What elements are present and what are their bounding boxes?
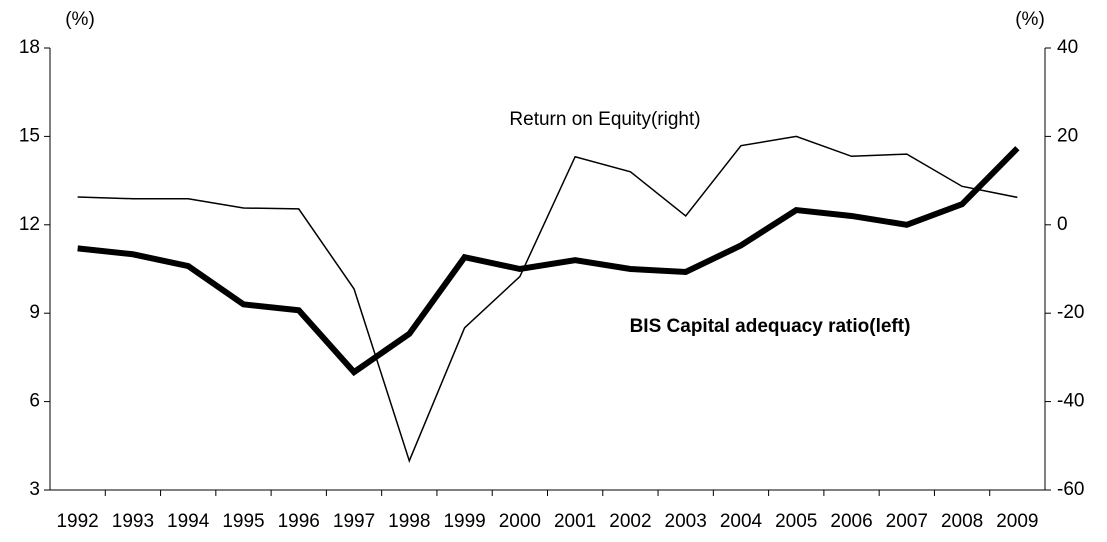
x-tick-label: 1993 [112, 511, 154, 532]
x-tick-label: 1997 [333, 511, 375, 532]
y-unit-label: (%) [65, 9, 95, 30]
series-label: BIS Capital adequacy ratio(left) [630, 316, 911, 337]
line-series [77, 146, 1020, 377]
x-tick-label: 2006 [830, 511, 872, 532]
x-tick-label: 1994 [167, 511, 210, 532]
x-tick-label: 2001 [554, 511, 596, 532]
x-tick-label: 1996 [278, 511, 320, 532]
y-tick-label: 3 [29, 479, 40, 500]
y2-tick-label: -60 [1057, 479, 1084, 500]
x-tick-label: 1992 [56, 511, 98, 532]
y-tick-label: 15 [19, 125, 40, 146]
x-tick-label: 2008 [941, 511, 983, 532]
y-tick-label: 12 [19, 214, 40, 235]
y2-tick-label: 0 [1057, 214, 1068, 235]
x-tick-label: 2005 [775, 511, 817, 532]
y-tick-label: 6 [29, 391, 40, 412]
y2-tick-label: 40 [1057, 37, 1078, 58]
y2-tick-label: 20 [1057, 125, 1078, 146]
y-tick-label: 18 [19, 37, 40, 58]
x-tick-label: 2000 [499, 511, 541, 532]
x-tick-label: 1999 [443, 511, 485, 532]
x-tick-label: 1995 [222, 511, 264, 532]
x-tick-label: 2007 [886, 511, 928, 532]
x-tick-label: 2004 [720, 511, 763, 532]
x-tick-label: 2009 [996, 511, 1038, 532]
y-tick-label: 9 [29, 302, 40, 323]
y2-unit-label: (%) [1015, 9, 1045, 30]
x-tick-label: 2002 [609, 511, 651, 532]
series-label: Return on Equity(right) [509, 109, 700, 130]
y2-tick-label: -40 [1057, 391, 1084, 412]
y2-tick-label: -20 [1057, 302, 1084, 323]
x-tick-label: 1998 [388, 511, 430, 532]
line-series [77, 135, 1018, 463]
x-tick-label: 2003 [665, 511, 707, 532]
